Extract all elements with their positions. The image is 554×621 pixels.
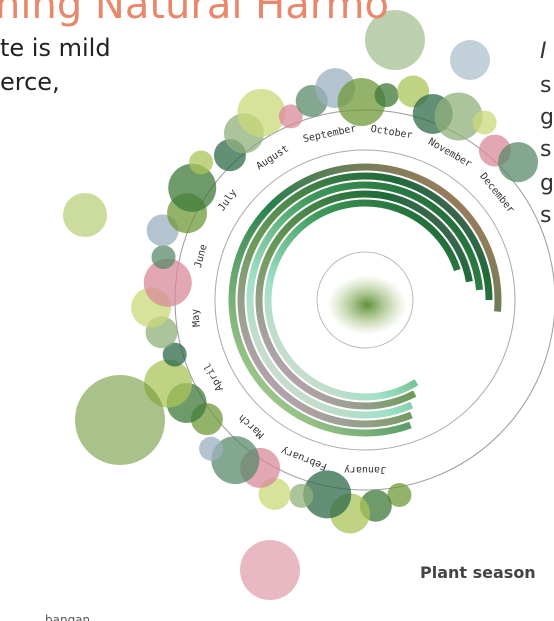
left-line: erce,: [0, 68, 60, 96]
left-line: te is mild: [0, 34, 111, 62]
month-label: November: [426, 136, 473, 170]
month-label: January: [344, 464, 386, 475]
center-plants: [327, 275, 407, 335]
foliage: [63, 193, 107, 237]
foliage: [199, 437, 223, 461]
caption: Plant season: [420, 563, 536, 582]
foliage: [450, 40, 490, 80]
right-line: I: [540, 39, 547, 64]
month-label: May: [190, 308, 203, 327]
month-label: August: [255, 143, 291, 172]
month-label: September: [302, 123, 357, 145]
title: ning Natural Harmo: [0, 0, 389, 28]
month-label: June: [193, 243, 210, 269]
month-label: October: [370, 124, 413, 141]
right-line: s: [540, 137, 551, 162]
ring-art: [63, 10, 554, 600]
right-line: s: [540, 73, 551, 98]
month-label: April: [202, 361, 225, 393]
right-line: s: [540, 203, 551, 228]
foliage: [189, 150, 213, 174]
right-line: g: [540, 105, 554, 130]
right-line: g: [540, 171, 554, 196]
foliage: [75, 375, 165, 465]
foliage: [289, 484, 313, 508]
footer: bangan: [45, 613, 90, 621]
foliage: [152, 245, 176, 269]
month-label: March: [237, 412, 267, 440]
foliage: [240, 540, 300, 600]
page: ning Natural Harmo te is mild erce, I s …: [0, 0, 554, 621]
month-label: February: [280, 444, 329, 472]
month-label: July: [216, 187, 239, 213]
foliage: [375, 83, 399, 107]
foliage: [237, 89, 285, 137]
foliage: [498, 142, 538, 182]
foliage: [473, 111, 497, 135]
poster: ning Natural Harmo te is mild erce, I s …: [0, 0, 554, 621]
